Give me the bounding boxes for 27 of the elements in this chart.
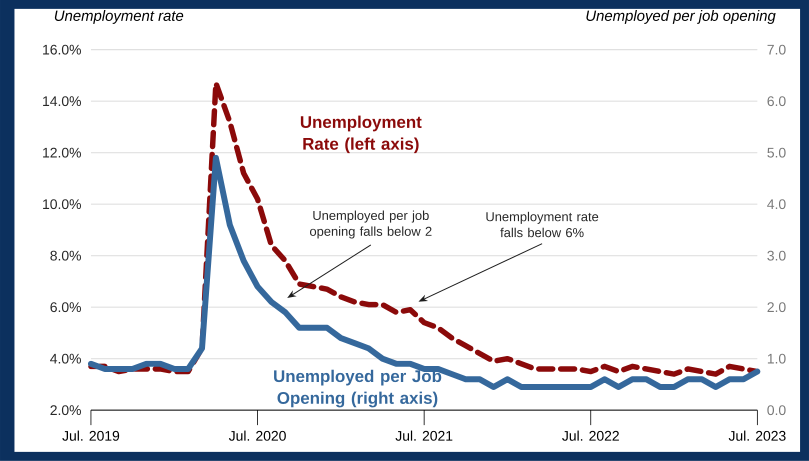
y2-tick-label: 1.0 xyxy=(768,354,786,364)
y2-tick-label: 2.0 xyxy=(768,302,786,312)
y-tick-label: 2.0% xyxy=(50,405,81,416)
y2-tick-label: 6.0 xyxy=(768,96,786,106)
y-tick-label: 16.0% xyxy=(43,44,81,55)
y-tick-label: 14.0% xyxy=(43,96,81,106)
text: Unemployment Rate (left axis) xyxy=(300,116,422,154)
y2-tick-label: 3.0 xyxy=(767,250,786,261)
annotation: Unemployment rate falls below 6% xyxy=(486,212,598,238)
x-tick-label: Jul. 2019 xyxy=(62,430,120,441)
y-tick-label: 6.0% xyxy=(50,302,81,312)
annotation: Unemployed per job opening falls below 2 xyxy=(310,210,432,239)
x-tick-label: Jul. 2021 xyxy=(396,430,452,441)
y2-tick-label: 5.0 xyxy=(767,148,786,158)
y-tick-label: 12.0% xyxy=(43,148,81,158)
x-tick-label: Jul. 2020 xyxy=(228,430,286,441)
y-tick-label: 4.0% xyxy=(50,354,81,364)
y2-tick-label: 7.0 xyxy=(768,44,786,55)
y2-tick-label: 4.0 xyxy=(767,199,786,210)
y-tick-label: 10.0% xyxy=(43,199,81,210)
y2-axis-title: Unemployed per job opening xyxy=(586,10,776,24)
y-axis-title: Unemployment rate xyxy=(54,10,184,24)
y2-tick-label: 0.0 xyxy=(767,405,786,416)
x-tick-label: Jul. 2023 xyxy=(728,430,786,441)
y-tick-label: 8.0% xyxy=(50,250,81,261)
x-tick-label: Jul. 2022 xyxy=(562,430,619,441)
series-label: Unemployed per Job Opening (right axis) xyxy=(274,370,442,408)
